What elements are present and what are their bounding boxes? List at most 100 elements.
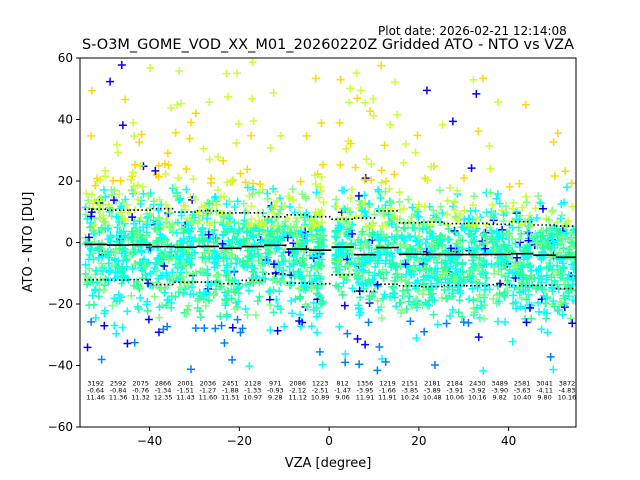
data-point [548, 206, 557, 215]
data-point [460, 174, 468, 183]
data-point [445, 183, 454, 192]
data-point [542, 286, 551, 295]
data-point [419, 280, 428, 289]
data-point [269, 308, 278, 317]
bin-mean-label: -0.64 [87, 387, 104, 395]
data-point [312, 188, 321, 197]
data-point [549, 138, 558, 147]
data-point [286, 202, 295, 211]
data-point [355, 311, 364, 320]
bin-count-label: 2866 [155, 379, 172, 387]
data-point [295, 310, 304, 319]
data-point [377, 178, 386, 187]
data-point [165, 222, 174, 231]
data-point [231, 254, 240, 263]
data-point [154, 274, 163, 283]
data-point [393, 110, 402, 119]
data-point [94, 197, 103, 206]
data-point [190, 213, 199, 222]
data-point [412, 334, 421, 343]
bin-mean-label: -3.95 [357, 387, 374, 395]
data-point [561, 280, 570, 289]
data-point [133, 281, 142, 290]
data-point [185, 134, 194, 143]
data-point [84, 255, 93, 264]
data-point [173, 101, 182, 110]
data-point [377, 314, 386, 323]
data-point [547, 233, 556, 242]
data-point [482, 273, 491, 282]
data-point [515, 234, 524, 243]
bin-count-label: 2451 [222, 379, 239, 387]
bin-stddev-label: 11.91 [356, 394, 375, 402]
data-point [458, 268, 467, 277]
bin-count-label: 2036 [200, 379, 217, 387]
data-point [317, 280, 326, 289]
data-point [220, 338, 229, 347]
data-point [384, 210, 393, 219]
data-point [562, 229, 571, 238]
data-point [218, 239, 227, 248]
data-point [360, 191, 369, 200]
data-point [155, 214, 164, 223]
data-point [396, 259, 405, 268]
data-point [113, 223, 122, 232]
data-point [510, 283, 519, 292]
data-point [224, 92, 233, 101]
data-point [480, 314, 489, 323]
data-point [91, 286, 100, 295]
data-point [391, 223, 400, 232]
data-point [351, 265, 360, 274]
data-point [296, 292, 305, 301]
data-point [440, 285, 449, 294]
data-point [245, 361, 254, 370]
data-point [467, 267, 476, 276]
bin-stddev-label: 11.51 [221, 394, 240, 402]
data-point [444, 235, 453, 244]
data-point [429, 206, 438, 215]
data-point [312, 289, 321, 298]
data-point [250, 249, 259, 258]
data-point [381, 236, 390, 245]
data-point [298, 259, 307, 268]
bin-count-label: 2181 [424, 379, 441, 387]
data-point [232, 139, 241, 148]
data-point [418, 225, 427, 234]
data-point [118, 323, 127, 332]
data-point [142, 300, 151, 309]
data-point [291, 295, 300, 304]
data-point [396, 298, 405, 307]
data-point [242, 280, 251, 289]
data-point [493, 242, 502, 250]
data-point [415, 223, 424, 232]
bin-count-label: 1356 [357, 379, 374, 387]
data-point [319, 160, 328, 169]
bin-lines [84, 207, 576, 293]
data-point [138, 182, 147, 191]
bin-count-label: 2086 [289, 379, 306, 387]
data-point [296, 322, 305, 331]
data-point [280, 201, 289, 210]
y-axis-ticks: −60 −40 −20 0 20 40 60 [48, 51, 80, 434]
data-point [186, 241, 195, 250]
data-point [269, 184, 278, 193]
data-point [222, 200, 231, 209]
data-point [309, 298, 318, 307]
data-point [334, 258, 343, 267]
data-point [466, 207, 475, 216]
data-point [368, 228, 377, 237]
data-point [249, 116, 258, 125]
data-point [399, 204, 408, 213]
data-point [257, 238, 266, 247]
data-point [227, 294, 236, 303]
data-point [433, 275, 442, 284]
data-point [174, 173, 183, 182]
data-point [99, 200, 108, 209]
bin-stddev-label: 9.82 [492, 394, 506, 402]
data-point [427, 239, 436, 248]
data-point [255, 188, 264, 197]
data-point [276, 131, 285, 140]
data-point [489, 269, 498, 278]
data-point [163, 149, 172, 158]
data-point [351, 241, 360, 250]
